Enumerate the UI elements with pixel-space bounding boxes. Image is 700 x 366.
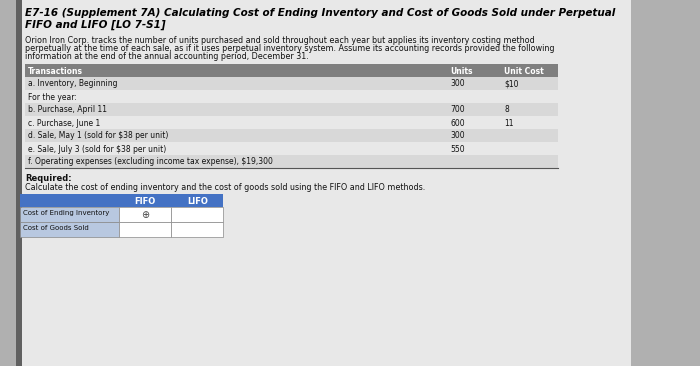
- Text: For the year:: For the year:: [28, 93, 77, 101]
- Bar: [25, 129, 559, 142]
- Text: a. Inventory, Beginning: a. Inventory, Beginning: [28, 79, 118, 89]
- Bar: [25, 77, 559, 90]
- Text: ⊕: ⊕: [141, 209, 149, 220]
- Text: 600: 600: [450, 119, 465, 127]
- Text: Required:: Required:: [25, 174, 72, 183]
- Bar: [171, 207, 223, 222]
- Text: FIFO: FIFO: [134, 197, 155, 205]
- Text: $10: $10: [505, 79, 519, 89]
- Text: 550: 550: [450, 145, 465, 153]
- Bar: [119, 222, 171, 237]
- Bar: [25, 90, 559, 103]
- Bar: [20, 207, 119, 222]
- Text: b. Purchase, April 11: b. Purchase, April 11: [28, 105, 107, 115]
- Text: Orion Iron Corp. tracks the number of units purchased and sold throughout each y: Orion Iron Corp. tracks the number of un…: [25, 36, 535, 45]
- Text: perpetually at the time of each sale, as if it uses perpetual inventory system. : perpetually at the time of each sale, as…: [25, 44, 554, 53]
- Text: d. Sale, May 1 (sold for $38 per unit): d. Sale, May 1 (sold for $38 per unit): [28, 131, 168, 141]
- Text: 8: 8: [505, 105, 509, 115]
- Text: Cost of Ending Inventory: Cost of Ending Inventory: [22, 210, 109, 216]
- Text: Units: Units: [450, 67, 473, 75]
- Bar: [25, 142, 559, 155]
- Text: 300: 300: [450, 79, 465, 89]
- Text: FIFO and LIFO [LO 7-S1]: FIFO and LIFO [LO 7-S1]: [25, 20, 166, 30]
- Text: Calculate the cost of ending inventory and the cost of goods sold using the FIFO: Calculate the cost of ending inventory a…: [25, 183, 426, 192]
- Text: 300: 300: [450, 131, 465, 141]
- Text: Cost of Goods Sold: Cost of Goods Sold: [22, 225, 88, 231]
- Text: c. Purchase, June 1: c. Purchase, June 1: [28, 119, 100, 127]
- Text: Unit Cost: Unit Cost: [505, 67, 544, 75]
- Bar: [20, 194, 223, 207]
- Bar: [25, 103, 559, 116]
- Bar: [25, 155, 559, 168]
- Bar: [25, 64, 559, 77]
- Bar: [119, 207, 171, 222]
- Text: 11: 11: [505, 119, 514, 127]
- Text: 700: 700: [450, 105, 465, 115]
- Text: E7-16 (Supplement 7A) Calculating Cost of Ending Inventory and Cost of Goods Sol: E7-16 (Supplement 7A) Calculating Cost o…: [25, 8, 615, 18]
- Text: f. Operating expenses (excluding income tax expense), $19,300: f. Operating expenses (excluding income …: [28, 157, 273, 167]
- Bar: [171, 222, 223, 237]
- Bar: [20, 222, 119, 237]
- Bar: [25, 116, 559, 129]
- Text: information at the end of the annual accounting period, December 31.: information at the end of the annual acc…: [25, 52, 309, 61]
- Text: e. Sale, July 3 (sold for $38 per unit): e. Sale, July 3 (sold for $38 per unit): [28, 145, 166, 153]
- Text: Transactions: Transactions: [28, 67, 83, 75]
- Bar: [16, 0, 22, 366]
- Text: LIFO: LIFO: [187, 197, 208, 205]
